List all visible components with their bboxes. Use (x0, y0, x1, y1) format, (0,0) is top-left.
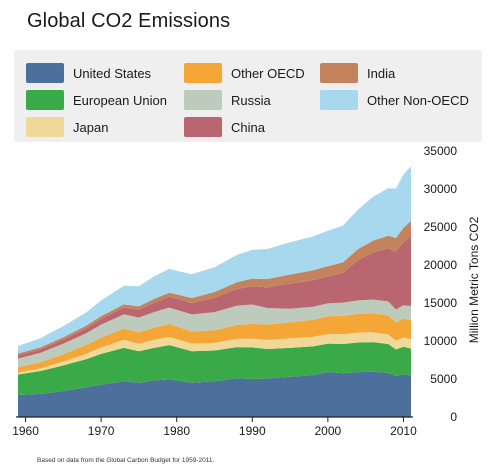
legend-swatch (26, 117, 64, 137)
y-tick-label: 30000 (424, 182, 458, 196)
area-series-0 (18, 371, 411, 417)
legend-item: India (320, 63, 395, 83)
legend-label: Japan (73, 119, 109, 135)
y-tick-label: 20000 (424, 258, 458, 272)
legend-label: India (367, 65, 396, 81)
legend-swatch (320, 90, 358, 110)
legend-item: Russia (184, 90, 271, 110)
legend-label: United States (73, 65, 152, 81)
legend-swatch (320, 63, 358, 83)
legend-item: China (184, 117, 265, 137)
x-tick-label: 1990 (239, 424, 266, 438)
y-tick-label: 0 (450, 410, 457, 424)
y-tick-label: 15000 (424, 296, 458, 310)
legend-item: Other OECD (184, 63, 305, 83)
legend-swatch (184, 90, 222, 110)
x-tick-label: 2000 (315, 424, 342, 438)
legend-label: Other OECD (231, 65, 305, 81)
source-footnote: Based on data from the Global Carbon Bud… (37, 457, 215, 464)
area-series-2 (18, 332, 411, 375)
x-tick-label: 2010 (390, 424, 417, 438)
area-series-5 (18, 236, 411, 359)
x-tick-label: 1970 (88, 424, 115, 438)
legend-swatch (184, 63, 222, 83)
legend-swatch (26, 90, 64, 110)
area-chart: 1960 1970 1980 1990 2000 2010 0 5000 10000 15000 2… (12, 144, 481, 438)
y-axis-label: Million Metric Tons CO2 (467, 216, 481, 343)
area-series-6 (18, 220, 411, 356)
x-tick-label: 1980 (163, 424, 190, 438)
legend-swatch (184, 117, 222, 137)
y-tick-label: 5000 (430, 372, 457, 386)
y-tick-label: 35000 (424, 144, 458, 158)
x-tick-label: 1960 (12, 424, 39, 438)
legend-label: European Union (73, 92, 167, 108)
chart-legend: United States Other OECD India European Uni… (14, 50, 482, 142)
legend-item: Japan (26, 117, 108, 137)
area-series-3 (18, 313, 411, 373)
area-series-1 (18, 342, 411, 395)
legend-item: European Union (26, 90, 167, 110)
legend-label: Other Non-OECD (367, 92, 469, 108)
area-series-7 (18, 166, 411, 354)
chart-title: Global CO2 Emissions (27, 10, 231, 32)
area-series-4 (18, 299, 411, 368)
legend-item: United States (26, 63, 151, 83)
legend-label: China (231, 119, 265, 135)
legend-swatch (26, 63, 64, 83)
legend-item: Other Non-OECD (320, 90, 469, 110)
legend-label: Russia (231, 92, 271, 108)
y-tick-label: 10000 (424, 334, 458, 348)
y-tick-label: 25000 (424, 220, 458, 234)
